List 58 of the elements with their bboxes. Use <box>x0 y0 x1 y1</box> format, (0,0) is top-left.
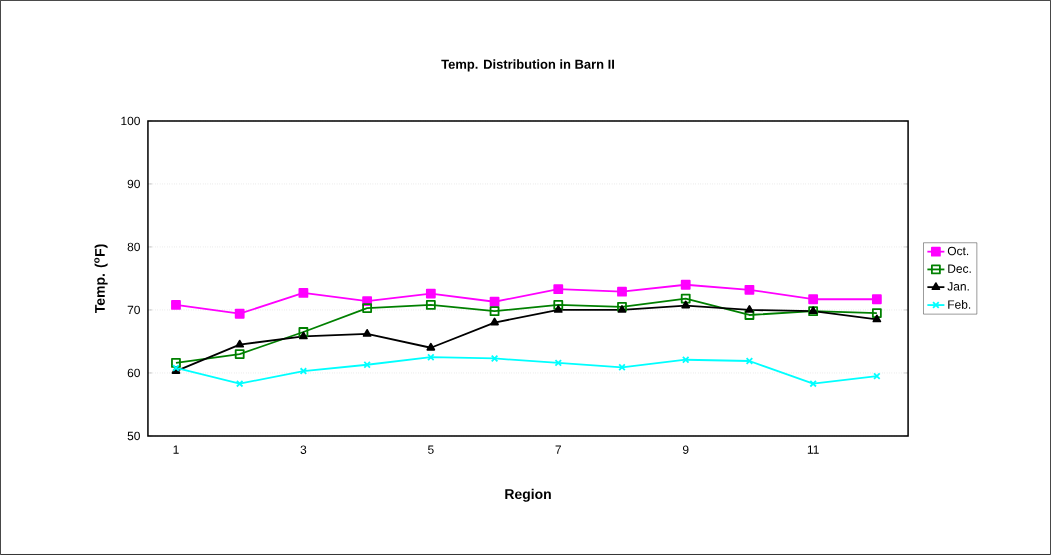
chart-title: Temp. Distribution in Barn II <box>441 59 614 72</box>
x-tick-label: 11 <box>807 445 819 454</box>
point <box>617 305 627 313</box>
point <box>235 379 244 388</box>
point <box>554 359 563 367</box>
point <box>745 305 754 313</box>
point <box>809 379 817 388</box>
point <box>617 301 627 312</box>
point <box>171 300 181 310</box>
point <box>553 300 564 310</box>
point <box>298 288 309 298</box>
point <box>744 284 755 295</box>
point <box>553 305 563 313</box>
point <box>425 288 436 299</box>
y-tick-label: 90 <box>127 179 140 189</box>
legend-label: Jan. <box>947 282 969 291</box>
point <box>808 294 819 305</box>
legend-label: Oct. <box>947 246 969 256</box>
point <box>234 349 245 359</box>
point <box>489 306 500 317</box>
y-tick-label: 70 <box>127 305 140 315</box>
point <box>427 353 435 361</box>
point <box>871 294 882 305</box>
point <box>299 331 308 340</box>
x-tick-label: 5 <box>428 445 434 454</box>
point <box>362 303 373 313</box>
point <box>235 339 245 348</box>
point <box>298 327 309 337</box>
x-tick-label: 9 <box>682 445 689 454</box>
point <box>680 279 691 290</box>
x-tick-label: 7 <box>555 445 561 454</box>
point <box>490 354 499 363</box>
point <box>171 358 181 368</box>
x-tick-label: 3 <box>300 445 307 454</box>
point <box>681 300 691 309</box>
point <box>234 308 245 319</box>
legend-label: Feb. <box>948 300 971 309</box>
point <box>871 308 882 319</box>
point <box>873 372 881 380</box>
point <box>425 300 436 310</box>
x-axis-title: Region <box>505 488 551 502</box>
y-tick-label: 80 <box>127 242 140 252</box>
y-tick-label: 100 <box>121 116 140 126</box>
point <box>426 342 436 351</box>
point <box>744 310 755 320</box>
point <box>553 284 564 295</box>
x-tick-label: 1 <box>173 445 179 454</box>
point <box>617 286 627 297</box>
y-tick-label: 60 <box>127 368 140 378</box>
point <box>362 329 372 337</box>
point <box>363 361 371 369</box>
y-tick-label: 50 <box>127 431 140 441</box>
legend-label: Dec. <box>948 264 971 273</box>
point <box>681 356 690 364</box>
point <box>872 314 882 323</box>
point <box>490 317 499 326</box>
y-axis-title: Temp. ($^{o}$F) <box>94 244 108 314</box>
point <box>680 293 691 304</box>
